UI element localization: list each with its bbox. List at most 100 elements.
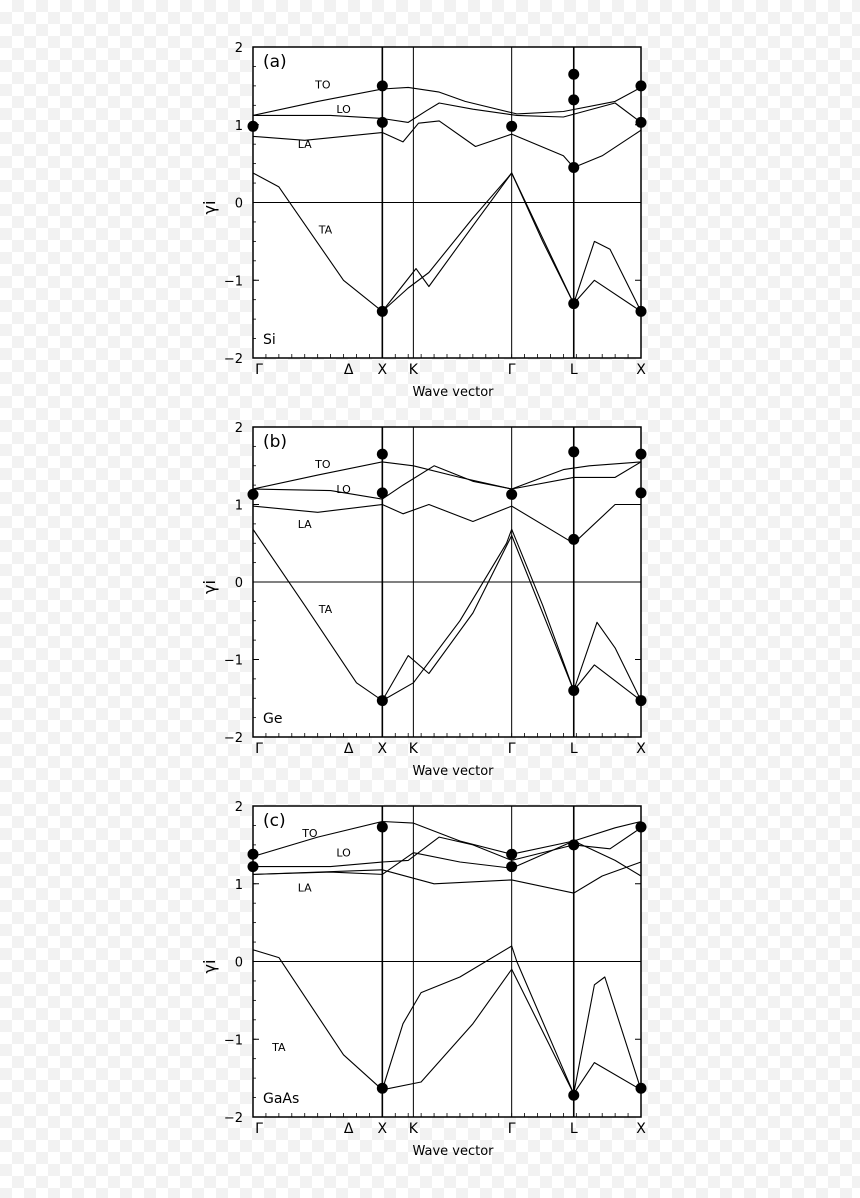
branch-label-ta: TA (271, 1041, 286, 1054)
data-marker (506, 488, 518, 500)
data-marker (247, 120, 259, 132)
data-marker (568, 533, 580, 545)
y-tick-label: −1 (224, 654, 243, 669)
y-tick-label: 1 (235, 878, 243, 893)
x-axis-label: Wave vector (412, 385, 494, 400)
data-marker (376, 1082, 388, 1094)
data-marker (568, 162, 580, 174)
x-tick-label: X (636, 741, 646, 757)
y-tick-label: −2 (224, 352, 243, 367)
y-tick-label: −2 (224, 731, 243, 746)
data-marker (376, 448, 388, 460)
data-marker (568, 1089, 580, 1101)
branch-line-ta2 (381, 172, 642, 312)
data-marker (635, 695, 647, 707)
x-tick-label: Γ (508, 1121, 516, 1137)
y-tick-label: −1 (224, 1033, 243, 1048)
x-axis-label: Wave vector (412, 1144, 494, 1159)
panel-label: (b) (263, 432, 287, 452)
x-tick-label: X (636, 1121, 646, 1137)
y-tick-label: 2 (235, 421, 243, 436)
data-marker (376, 821, 388, 833)
branch-line-ta (252, 172, 642, 312)
x-tick-label: Δ (344, 741, 354, 757)
x-tick-label: X (378, 362, 388, 378)
material-label: Ge (263, 711, 282, 727)
branch-line-to (252, 461, 642, 490)
branch-label-to: TO (314, 458, 331, 471)
x-tick-label: Γ (508, 741, 516, 757)
branch-label-ta: TA (318, 224, 333, 237)
data-marker (247, 861, 259, 873)
y-tick-label: 0 (235, 197, 243, 212)
data-marker (376, 487, 388, 499)
y-tick-label: 2 (235, 41, 243, 56)
branch-label-la: LA (298, 518, 312, 531)
data-marker (635, 487, 647, 499)
y-tick-label: 0 (235, 576, 243, 591)
data-marker (506, 861, 518, 873)
x-tick-label: Γ (255, 1121, 263, 1137)
branch-label-la: LA (298, 882, 312, 895)
y-tick-label: −2 (224, 1111, 243, 1126)
y-tick-label: 2 (235, 800, 243, 815)
branch-line-lo (253, 827, 642, 868)
chart-panel-3: 2 1 0 −1 −2 Γ Δ X K Γ L X Wave vector γi (c) GaAs TO LO LA… (200, 800, 647, 1159)
data-marker (506, 848, 518, 860)
y-tick-label: 1 (235, 119, 243, 134)
branch-line-la (252, 840, 642, 877)
data-marker (635, 305, 647, 317)
data-marker (568, 68, 580, 80)
data-marker (635, 821, 647, 833)
x-tick-label: K (409, 741, 419, 757)
data-marker (635, 448, 647, 460)
y-axis-label: γi (200, 201, 219, 215)
y-tick-label: 0 (235, 956, 243, 971)
branch-label-la: LA (298, 138, 312, 151)
chart-panel-1: 2 1 0 −1 −2 Γ Δ X K Γ L X Wave vector γi (a) Si TO LO LA TA (200, 41, 647, 400)
branch-line-to (252, 820, 642, 858)
x-tick-label: L (570, 362, 578, 378)
branch-line-ta2 (382, 968, 642, 1095)
branch-line-la2 (252, 861, 642, 894)
data-marker (635, 80, 647, 92)
x-tick-label: Γ (255, 362, 263, 378)
data-marker (376, 116, 388, 128)
branch-label-lo: LO (336, 847, 351, 860)
x-tick-label: L (570, 1121, 578, 1137)
data-marker (506, 120, 518, 132)
data-marker (376, 695, 388, 707)
x-tick-label: Γ (508, 362, 516, 378)
data-marker (247, 488, 259, 500)
x-tick-label: Δ (344, 362, 354, 378)
data-marker (376, 305, 388, 317)
branch-line-ta (252, 945, 642, 1095)
x-tick-label: Δ (344, 1121, 354, 1137)
y-tick-label: 1 (235, 499, 243, 514)
y-axis-label: γi (200, 580, 219, 594)
y-axis-label: γi (200, 960, 219, 974)
branch-line-lo (252, 461, 642, 500)
branch-line-ta (252, 528, 642, 702)
x-tick-label: K (409, 1121, 419, 1137)
x-tick-label: X (378, 741, 388, 757)
branch-line-la (252, 503, 641, 544)
panel-label: (c) (263, 811, 286, 831)
branch-label-lo: LO (336, 103, 351, 116)
data-marker (247, 848, 259, 860)
material-label: GaAs (263, 1091, 299, 1107)
data-marker (635, 1082, 647, 1094)
branch-label-to: TO (301, 827, 318, 840)
x-tick-label: K (409, 362, 419, 378)
chart-panel-2: 2 1 0 −1 −2 Γ Δ X K Γ L X Wave vector γi (b) Ge TO LO LA TA (200, 421, 647, 779)
data-marker (568, 685, 580, 696)
y-tick-label: −1 (224, 274, 243, 289)
branch-label-to: TO (314, 78, 331, 91)
panel-label: (a) (263, 52, 287, 72)
branch-line-to (252, 86, 642, 116)
branch-line-lo (253, 102, 642, 123)
branch-line-ta2 (381, 534, 642, 702)
data-marker (568, 446, 580, 458)
x-axis-label: Wave vector (412, 764, 494, 779)
